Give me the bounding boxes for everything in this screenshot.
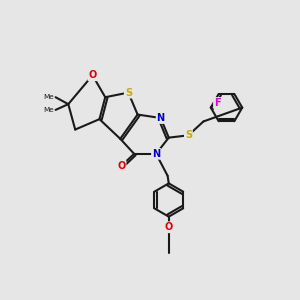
Text: O: O <box>88 70 97 80</box>
Text: Me: Me <box>43 94 54 100</box>
Text: O: O <box>117 161 125 171</box>
Text: F: F <box>214 98 220 108</box>
Text: S: S <box>185 130 192 140</box>
Text: O: O <box>165 222 173 232</box>
Text: Me: Me <box>43 107 54 113</box>
Text: N: N <box>157 113 165 123</box>
Text: S: S <box>125 88 132 98</box>
Text: N: N <box>152 149 160 159</box>
